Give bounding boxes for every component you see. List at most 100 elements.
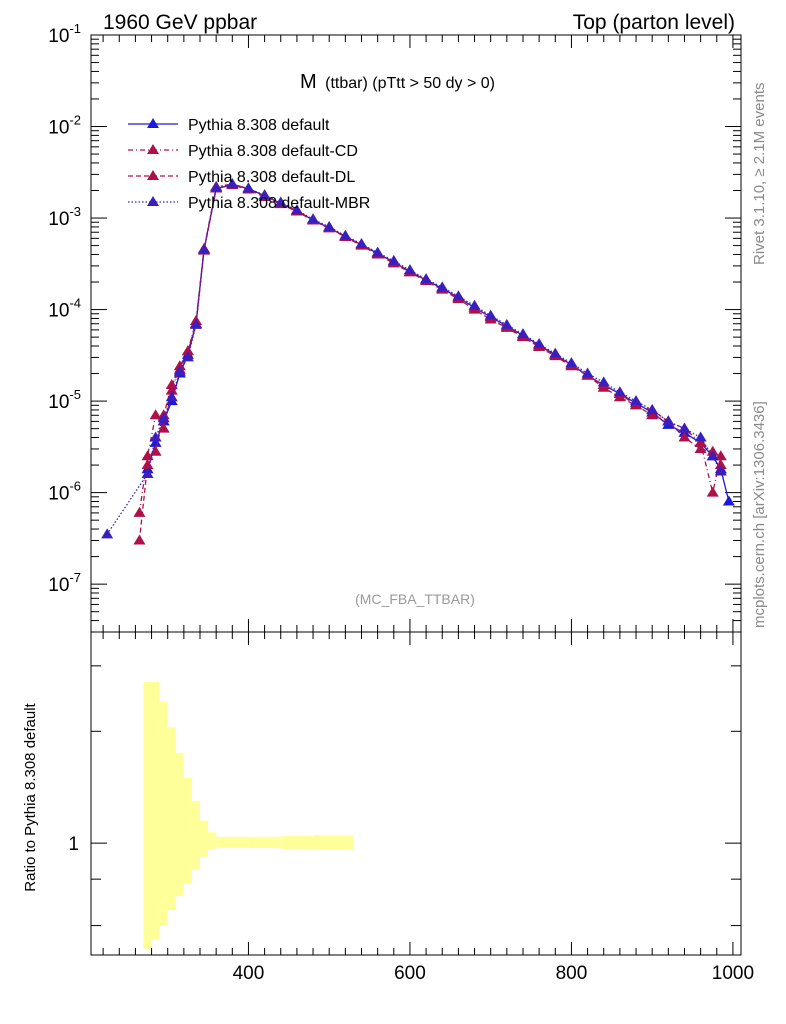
main-plot: 10-7 10-6 10-5 10-4 10-3 10-2 10-1 Pythia 8.308… (48, 21, 742, 633)
ratio-band (159, 701, 168, 926)
data-point (339, 229, 352, 240)
data-point (149, 445, 162, 456)
data-point (613, 386, 626, 397)
data-point (403, 264, 416, 275)
series-2 (133, 178, 727, 545)
legend: Pythia 8.308 default Pythia 8.308 default… (128, 117, 370, 212)
data-point (533, 338, 546, 349)
x-tick-label: 400 (233, 963, 265, 984)
ratio-band (216, 836, 249, 848)
ratio-band (248, 836, 281, 849)
data-point (630, 395, 643, 406)
data-point (165, 391, 178, 402)
data-point (420, 273, 433, 284)
ratio-band (313, 835, 354, 850)
data-point (210, 181, 223, 192)
data-point (181, 351, 194, 362)
ratio-y-label: Ratio to Pythia 8.308 default (22, 702, 39, 891)
data-point (468, 299, 481, 310)
data-point (141, 459, 154, 470)
legend-marker (147, 170, 159, 180)
data-point (646, 403, 659, 414)
y-tick-label: 10-4 (48, 296, 81, 322)
data-point (242, 182, 255, 193)
ratio-band (208, 832, 217, 850)
data-point (646, 409, 659, 420)
data-point (371, 246, 384, 257)
data-point (141, 450, 154, 461)
series-line (146, 184, 730, 502)
series-1 (133, 178, 727, 517)
data-point (226, 178, 239, 189)
legend-marker (147, 118, 159, 128)
data-point (149, 431, 162, 442)
data-point (307, 213, 320, 224)
y-tick-label: 10-7 (48, 570, 81, 596)
ratio-band (151, 682, 160, 940)
legend-label: Pythia 8.308 default-CD (188, 143, 358, 160)
data-point (694, 431, 707, 442)
data-point (290, 204, 303, 215)
data-point (452, 290, 465, 301)
y-tick-label: 10-6 (48, 479, 81, 505)
series-line (138, 183, 722, 513)
data-point (500, 318, 513, 329)
x-tick-label: 1000 (712, 963, 754, 984)
data-point (694, 436, 707, 447)
ratio-band (175, 752, 184, 897)
data-point (549, 347, 562, 358)
data-point (714, 465, 727, 476)
data-point (387, 254, 400, 265)
y-tick-label: 10-5 (48, 387, 81, 413)
data-point (149, 409, 162, 420)
ratio-band (191, 800, 201, 870)
ratio-band (143, 682, 152, 949)
series-3 (101, 178, 727, 539)
series-0 (141, 178, 735, 506)
ratio-plot: 1 400 600 800 1000 Ratio to Pythia 8.308 defa… (22, 631, 754, 984)
x-tick-label: 800 (556, 963, 588, 984)
data-point (198, 243, 211, 254)
y-tick-label: 10-2 (48, 113, 81, 139)
data-point (157, 412, 170, 423)
ratio-band (280, 836, 314, 849)
data-point (141, 467, 154, 478)
legend-label: Pythia 8.308 default-DL (188, 169, 355, 186)
data-point (274, 196, 287, 207)
data-point (181, 345, 194, 356)
ratio-band (200, 820, 209, 857)
data-point (678, 422, 691, 433)
data-point (436, 281, 449, 292)
data-point (355, 238, 368, 249)
data-point (516, 328, 529, 339)
x-tick-label: 600 (394, 963, 426, 984)
data-point (484, 309, 497, 320)
data-point (706, 450, 719, 461)
energy-label: 1960 GeV ppbar (103, 11, 257, 34)
data-point (706, 486, 719, 497)
ratio-y-tick-label: 1 (68, 834, 79, 855)
data-point (173, 365, 186, 376)
mcplots-label: mcplots.cern.ch [arXiv:1306.3436] (751, 401, 768, 628)
data-point (323, 220, 336, 231)
data-point (581, 367, 594, 378)
ratio-frame (90, 631, 742, 956)
series-line (138, 184, 722, 541)
data-point (613, 391, 626, 402)
ratio-band (167, 727, 176, 911)
y-tick-label: 10-1 (48, 21, 81, 47)
ratio-band (183, 777, 192, 884)
data-point (597, 381, 610, 392)
data-point (678, 431, 691, 442)
data-point (165, 378, 178, 389)
data-point (565, 357, 578, 368)
data-point (597, 376, 610, 387)
watermark: (MC_FBA_TTBAR) (355, 591, 475, 607)
data-point (101, 528, 114, 539)
data-point (149, 436, 162, 447)
chart-title: M (ttbar) (pTtt > 50 dy > 0) (300, 71, 495, 93)
legend-label: Pythia 8.308 default (188, 117, 330, 134)
data-point (165, 384, 178, 395)
chart-title-sub: (ttbar) (pTtt > 50 dy > 0) (325, 75, 495, 92)
